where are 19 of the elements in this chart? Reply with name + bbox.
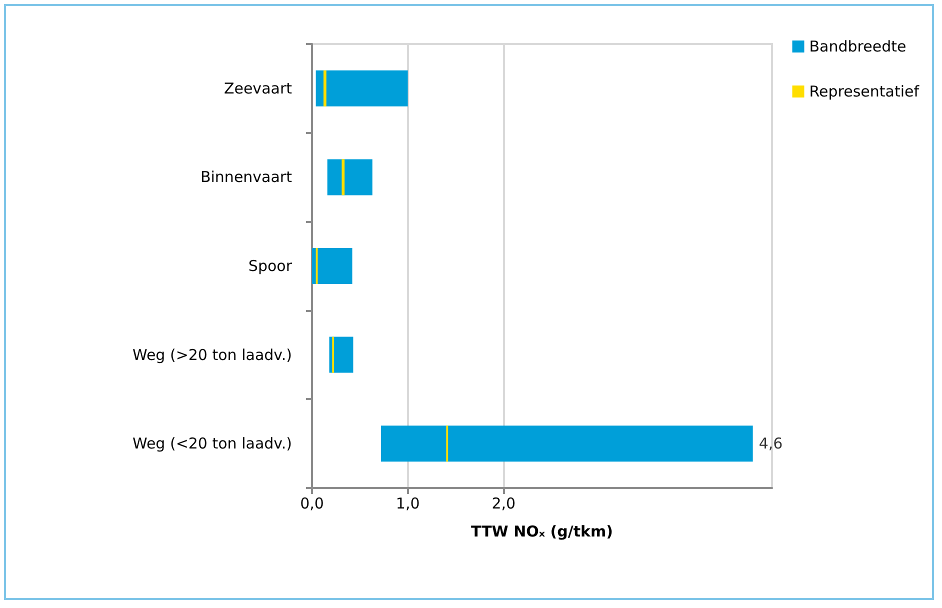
bar	[312, 248, 352, 284]
y-tick-label: Weg (<20 ton laadv.)	[132, 434, 292, 453]
annotation: 4,6	[758, 434, 783, 453]
y-tick-label: Binnenvaart	[200, 168, 292, 186]
y-tick-label: Weg (>20 ton laadv.)	[132, 346, 292, 364]
x-tick-label: 2,0	[492, 494, 516, 512]
x-tick-label: 1,0	[396, 494, 420, 512]
bar	[342, 159, 345, 196]
x-tick-label: 0,0	[300, 494, 324, 512]
bar	[324, 70, 326, 106]
y-tick-label: Spoor	[248, 257, 293, 275]
bar	[381, 426, 753, 462]
bar	[316, 70, 408, 106]
legend-label: Bandbreedte	[809, 38, 906, 56]
legend-label: Representatief	[809, 82, 920, 100]
x-axis-title: TTW NOₓ (g/tkm)	[471, 522, 613, 540]
y-tick-label: Zeevaart	[224, 79, 292, 98]
bar	[329, 336, 354, 373]
bar	[327, 159, 372, 196]
